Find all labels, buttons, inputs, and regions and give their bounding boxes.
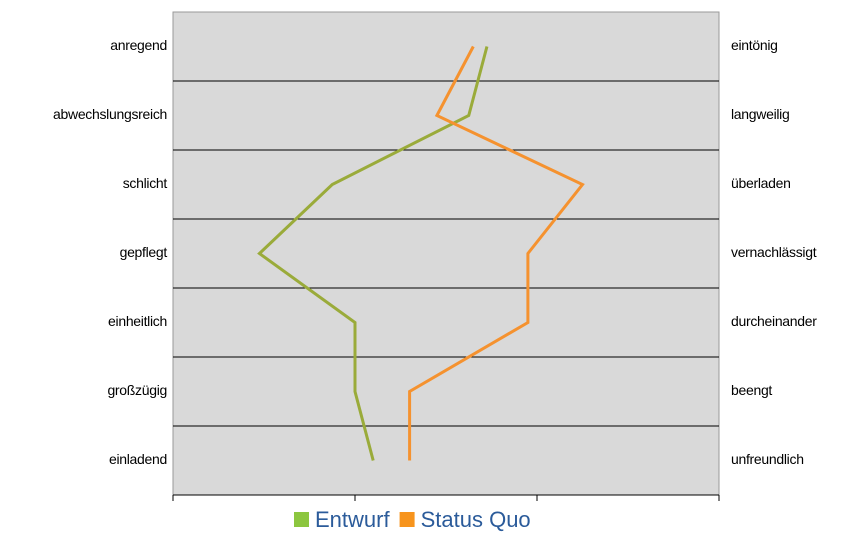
left-label: einheitlich [108,313,167,329]
right-label: langweilig [731,106,789,122]
series-line [257,46,489,461]
left-label: einladend [109,451,167,467]
right-label: unfreundlich [731,451,804,467]
left-label: abwechslungsreich [53,106,167,122]
left-label: schlicht [123,175,168,191]
series-line [408,45,585,461]
right-label: durcheinander [731,313,817,329]
legend-label: Status Quo [421,507,531,532]
right-label: eintönig [731,37,778,53]
left-label: gepflegt [120,244,168,260]
legend-swatch [399,512,415,527]
right-label: überladen [731,175,791,191]
right-label: vernachlässigt [731,244,817,260]
left-label: anregend [110,37,167,53]
left-label: großzügig [107,382,167,398]
legend-swatch [294,512,309,527]
right-label: beengt [731,382,772,398]
plot-area [172,11,720,496]
legend-label: Entwurf [315,507,390,532]
